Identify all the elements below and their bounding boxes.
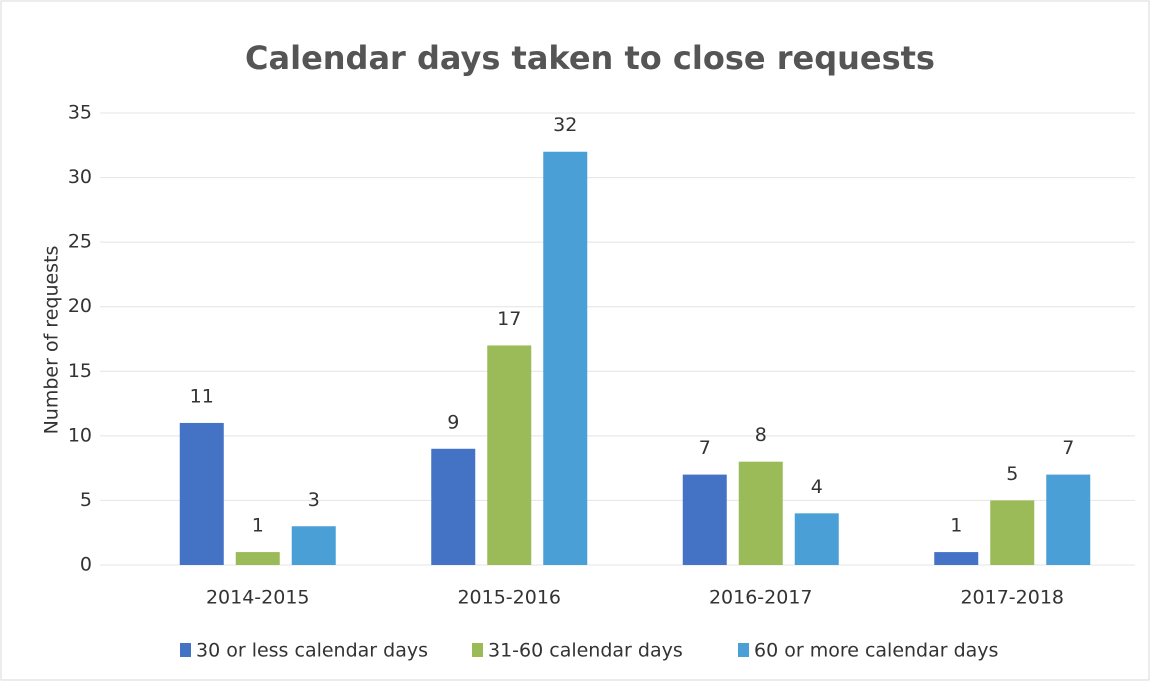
legend-label: 30 or less calendar days (196, 640, 428, 662)
bar (291, 526, 336, 565)
data-label: 3 (308, 489, 320, 511)
x-tick-label: 2017-2018 (960, 587, 1064, 609)
data-label: 1 (950, 515, 962, 537)
data-label: 17 (497, 308, 521, 330)
x-tick-label: 2015-2016 (457, 587, 561, 609)
bar (431, 448, 476, 565)
data-label: 4 (811, 476, 823, 498)
legend-label: 60 or more calendar days (754, 640, 998, 662)
bar (1046, 474, 1091, 565)
data-label: 8 (755, 424, 767, 446)
bar (235, 552, 280, 565)
y-tick-label: 20 (68, 295, 92, 317)
bar (179, 422, 224, 565)
legend-marker (180, 643, 191, 657)
y-tick-label: 30 (68, 166, 92, 188)
data-label: 5 (1006, 463, 1018, 485)
y-tick-label: 25 (68, 231, 92, 253)
bar (487, 345, 532, 565)
y-tick-label: 10 (68, 424, 92, 446)
legend-marker (472, 643, 483, 657)
bar (934, 552, 979, 565)
legend-marker (738, 643, 749, 657)
y-axis-label: Number of requests (41, 246, 63, 435)
bar (543, 151, 588, 565)
y-tick-label: 5 (80, 489, 92, 511)
data-label: 1 (252, 515, 264, 537)
data-label: 11 (190, 385, 214, 407)
y-tick-label: 35 (68, 102, 92, 124)
x-tick-label: 2016-2017 (709, 587, 813, 609)
bar (990, 500, 1035, 565)
bar (794, 513, 839, 565)
data-label: 9 (447, 411, 459, 433)
data-label: 32 (553, 114, 577, 136)
bar (682, 474, 727, 565)
bar (738, 461, 783, 565)
data-label: 7 (699, 437, 711, 459)
y-tick-label: 0 (80, 554, 92, 576)
data-label: 7 (1062, 437, 1074, 459)
y-tick-label: 15 (68, 360, 92, 382)
x-tick-label: 2014-2015 (206, 587, 310, 609)
legend-label: 31-60 calendar days (488, 640, 683, 662)
chart-title: Calendar days taken to close requests (245, 39, 935, 77)
